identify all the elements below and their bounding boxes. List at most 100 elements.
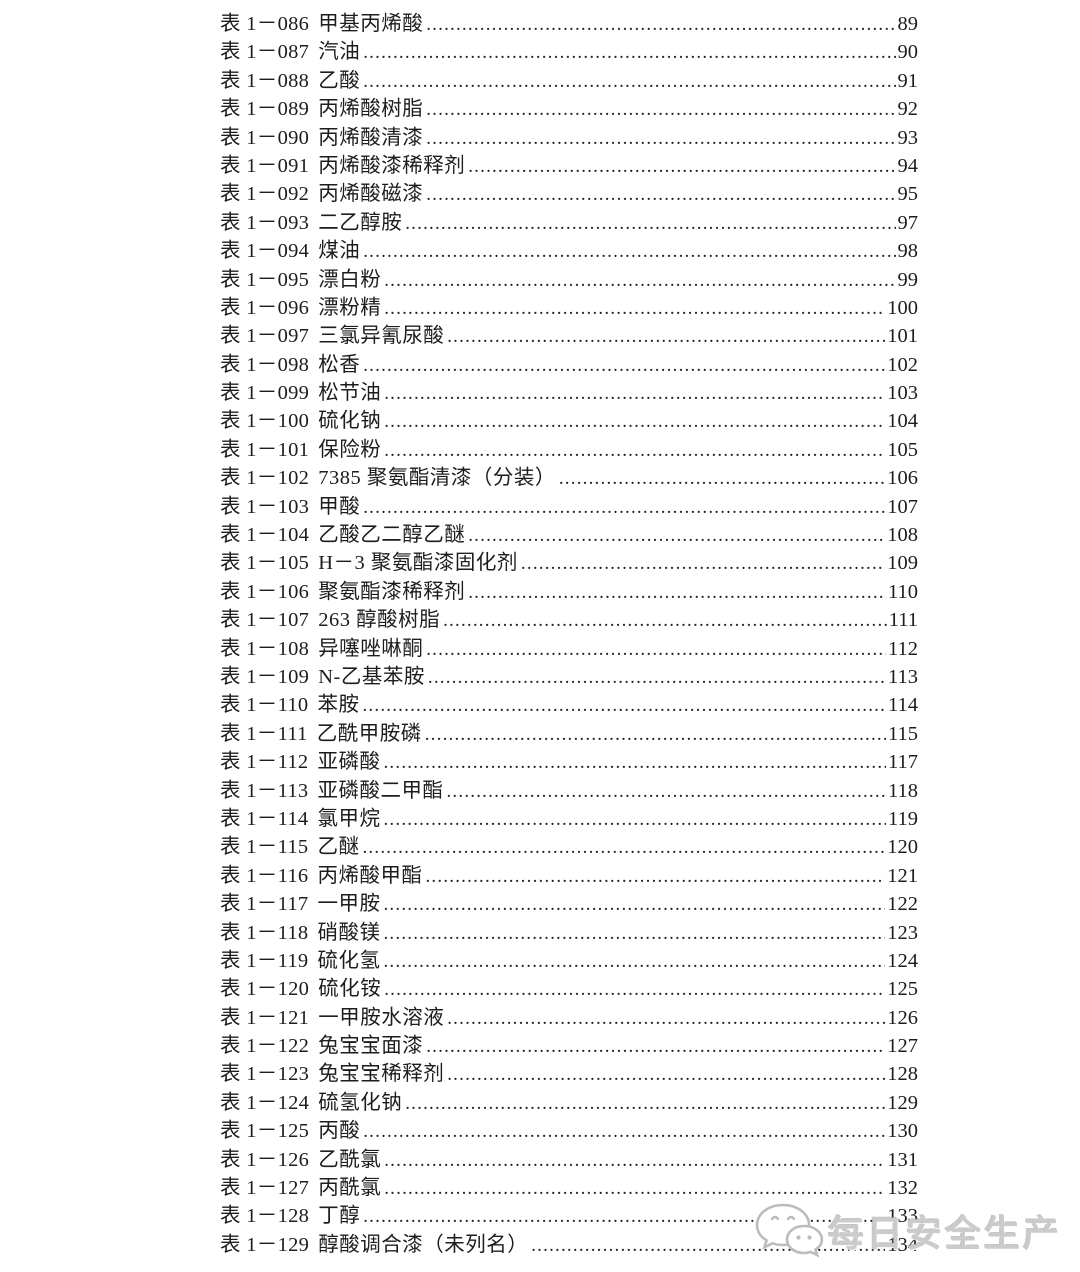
dot-leader: ........................................… (362, 695, 886, 717)
toc-row: 表 1－095 漂白粉..............................… (220, 266, 918, 294)
toc-page-number: 134 (887, 1233, 918, 1256)
dot-leader: ........................................… (383, 922, 885, 944)
toc-page-number: 127 (887, 1035, 918, 1058)
toc-entry-name: 硫化钠 (318, 410, 382, 433)
toc-entry-label: 表 1－114 (220, 807, 309, 830)
toc-entry-label: 表 1－122 (220, 1035, 310, 1058)
dot-leader: ........................................… (362, 837, 885, 859)
toc-entry-name: 丙烯酸树脂 (318, 98, 424, 121)
toc-page-number: 124 (887, 949, 918, 972)
toc-entry-name: 保险粉 (318, 438, 382, 461)
toc-entry-label: 表 1－105 (220, 552, 310, 575)
toc-row: 表 1－115 乙醚...............................… (220, 833, 918, 861)
toc-page-number: 109 (887, 552, 918, 575)
dot-leader: ........................................… (446, 780, 886, 802)
toc-row: 表 1－088 乙酸...............................… (220, 67, 918, 95)
dot-leader: ........................................… (424, 723, 886, 745)
dot-leader: ........................................… (363, 354, 885, 376)
toc-entry-name: 一甲胺 (317, 893, 381, 916)
dot-leader: ........................................… (384, 297, 885, 319)
toc-page-number: 91 (897, 69, 919, 92)
toc-entry-name: 7385 聚氨酯清漆（分装） (318, 467, 556, 490)
toc-entry-name: 263 醇酸树脂 (318, 609, 441, 632)
dot-leader: ........................................… (383, 808, 886, 830)
toc-entry-name: H－3 聚氨酯漆固化剂 (318, 552, 518, 575)
toc-page-number: 97 (897, 211, 919, 234)
toc-page-number: 95 (897, 183, 919, 206)
dot-leader: ........................................… (426, 1036, 885, 1058)
toc-entry-label: 表 1－111 (220, 722, 308, 745)
toc-page-number: 115 (888, 722, 918, 745)
toc-page-number: 120 (887, 836, 918, 859)
toc-row: 表 1－111 乙酰甲胺磷............................… (220, 720, 918, 748)
dot-leader: ........................................… (384, 1149, 885, 1171)
toc-row: 表 1－114 氯甲烷..............................… (220, 805, 918, 833)
toc-entry-name: 漂粉精 (318, 296, 382, 319)
toc-row: 表 1－093 二乙醇胺.............................… (220, 209, 918, 237)
toc-entry-name: 松香 (318, 353, 361, 376)
dot-leader: ........................................… (363, 42, 895, 64)
toc-entry-label: 表 1－110 (220, 694, 309, 717)
toc-row: 表 1－096 漂粉精..............................… (220, 294, 918, 322)
toc-row: 表 1－123 兔宝宝稀释剂...........................… (220, 1060, 918, 1088)
toc-page-number: 94 (897, 154, 919, 177)
toc-row: 表 1－128 丁醇...............................… (220, 1202, 918, 1230)
toc-entry-label: 表 1－096 (220, 296, 310, 319)
toc-row: 表 1－116 丙烯酸甲酯............................… (220, 862, 918, 890)
toc-row: 表 1－124 硫氢化钠.............................… (220, 1089, 918, 1117)
toc-entry-label: 表 1－120 (220, 978, 310, 1001)
toc-entry-label: 表 1－086 (220, 13, 310, 35)
dot-leader: ........................................… (405, 212, 895, 234)
toc-entry-label: 表 1－115 (220, 836, 309, 859)
dot-leader: ........................................… (383, 894, 885, 916)
toc-entry-label: 表 1－097 (220, 325, 310, 348)
dot-leader: ........................................… (427, 666, 886, 688)
toc-entry-label: 表 1－113 (220, 779, 309, 802)
toc-entry-label: 表 1－118 (220, 921, 309, 944)
toc-row: 表 1－098 松香...............................… (220, 351, 918, 379)
toc-entry-name: 乙醚 (317, 836, 360, 859)
dot-leader: ........................................… (405, 1092, 886, 1114)
toc-row: 表 1－087 汽油...............................… (220, 38, 918, 66)
dot-leader: ........................................… (363, 1121, 885, 1143)
toc-row: 表 1－108 异噻唑啉酮............................… (220, 635, 918, 663)
toc-page-number: 129 (887, 1091, 918, 1114)
toc-entry-name: 丙酰氯 (318, 1177, 382, 1200)
toc-page-number: 111 (888, 609, 918, 632)
toc-entry-label: 表 1－128 (220, 1205, 310, 1228)
toc-entry-label: 表 1－126 (220, 1148, 310, 1171)
toc-page-number: 119 (888, 807, 918, 830)
toc-entry-label: 表 1－091 (220, 154, 310, 177)
dot-leader: ........................................… (384, 439, 885, 461)
toc-page-number: 117 (888, 751, 918, 774)
toc-page-number: 110 (888, 580, 918, 603)
toc-entry-label: 表 1－124 (220, 1091, 310, 1114)
toc-row: 表 1－104 乙酸乙二醇乙醚..........................… (220, 521, 918, 549)
toc-entry-label: 表 1－107 (220, 609, 310, 632)
toc-row: 表 1－117 一甲胺..............................… (220, 890, 918, 918)
toc-row: 表 1－100 硫化钠..............................… (220, 407, 918, 435)
toc-entry-label: 表 1－108 (220, 637, 310, 660)
toc-row: 表 1－118 硝酸镁..............................… (220, 919, 918, 947)
dot-leader: ........................................… (558, 468, 885, 490)
toc-row: 表 1－102 7385 聚氨酯清漆（分装）...................… (220, 464, 918, 492)
toc-row: 表 1－119 硫化氢..............................… (220, 947, 918, 975)
dot-leader: ........................................… (384, 383, 885, 405)
toc-entry-label: 表 1－089 (220, 98, 310, 121)
toc-entry-name: 乙酸乙二醇乙醚 (318, 524, 466, 547)
dot-leader: ........................................… (426, 99, 895, 121)
dot-leader: ........................................… (447, 326, 886, 348)
toc-page-number: 130 (887, 1120, 918, 1143)
toc-row: 表 1－103 甲酸...............................… (220, 493, 918, 521)
toc-entry-label: 表 1－125 (220, 1120, 310, 1143)
toc-page-number: 113 (888, 665, 918, 688)
toc-entry-name: 硫化铵 (318, 978, 382, 1001)
toc-page-number: 114 (888, 694, 918, 717)
toc-page-number: 98 (897, 240, 919, 263)
toc-row: 表 1－121 一甲胺水溶液...........................… (220, 1004, 918, 1032)
toc-entry-name: 苯胺 (317, 694, 360, 717)
toc-entry-label: 表 1－090 (220, 126, 310, 149)
toc-entry-name: 硫氢化钠 (318, 1091, 403, 1114)
toc-row: 表 1－110 苯胺...............................… (220, 691, 918, 719)
